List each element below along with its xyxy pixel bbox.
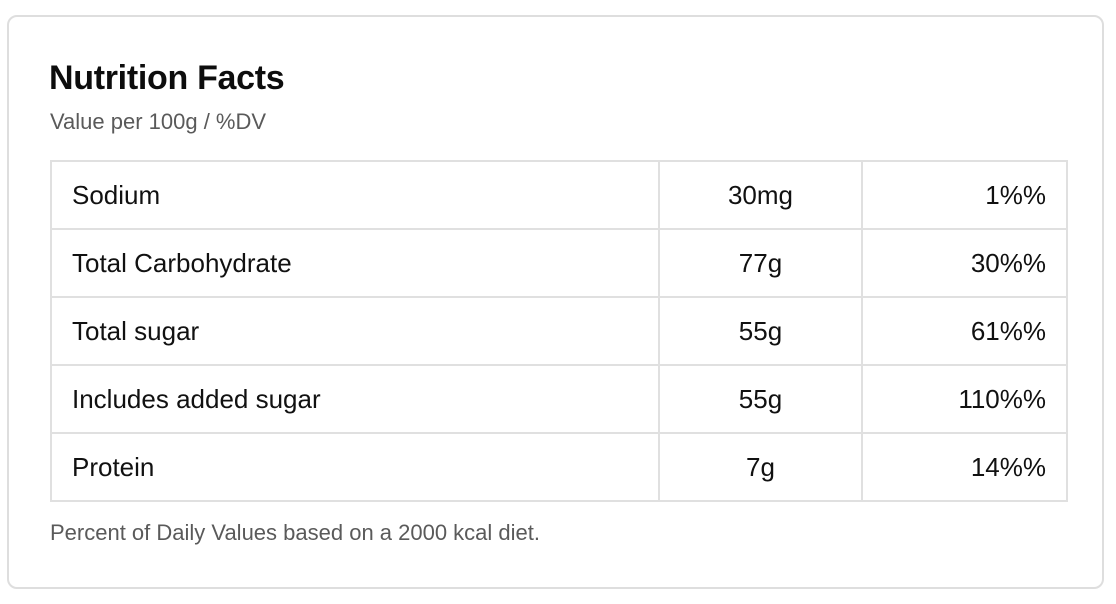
nutrient-amount: 55g xyxy=(658,296,863,366)
card-footnote: Percent of Daily Values based on a 2000 … xyxy=(50,520,541,545)
table-row: Total sugar 55g 61%% xyxy=(50,296,1068,366)
nutrient-amount: 7g xyxy=(658,432,863,502)
nutrient-daily-value: 14%% xyxy=(861,432,1068,502)
nutrient-name: Total sugar xyxy=(50,296,660,366)
nutrition-card: Nutrition Facts Value per 100g / %DV Sod… xyxy=(7,15,1104,589)
card-title: Nutrition Facts xyxy=(49,59,285,97)
nutrient-name: Includes added sugar xyxy=(50,364,660,434)
card-subtitle: Value per 100g / %DV xyxy=(50,109,267,134)
table-row: Sodium 30mg 1%% xyxy=(50,160,1068,230)
nutrition-table: Sodium 30mg 1%% Total Carbohydrate 77g 3… xyxy=(50,160,1068,502)
nutrient-amount: 55g xyxy=(658,364,863,434)
nutrient-amount: 77g xyxy=(658,228,863,298)
table-row: Total Carbohydrate 77g 30%% xyxy=(50,228,1068,298)
nutrient-name: Total Carbohydrate xyxy=(50,228,660,298)
table-row: Includes added sugar 55g 110%% xyxy=(50,364,1068,434)
nutrient-daily-value: 61%% xyxy=(861,296,1068,366)
nutrient-daily-value: 1%% xyxy=(861,160,1068,230)
nutrient-daily-value: 30%% xyxy=(861,228,1068,298)
nutrient-name: Protein xyxy=(50,432,660,502)
nutrient-amount: 30mg xyxy=(658,160,863,230)
nutrient-daily-value: 110%% xyxy=(861,364,1068,434)
table-row: Protein 7g 14%% xyxy=(50,432,1068,502)
nutrient-name: Sodium xyxy=(50,160,660,230)
